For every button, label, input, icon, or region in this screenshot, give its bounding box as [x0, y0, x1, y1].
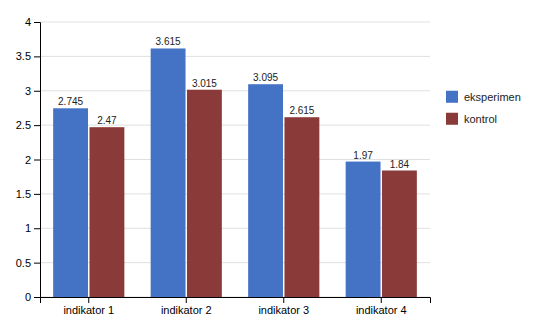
- bar: [248, 84, 283, 297]
- grid-line: [40, 90, 430, 91]
- y-tick-label: 1.5: [16, 188, 31, 200]
- y-tick: 0.5: [16, 257, 40, 269]
- tick-mark: [186, 297, 187, 303]
- x-tick-label: indikator 3: [258, 304, 309, 316]
- tick-mark: [34, 56, 40, 57]
- y-tick: 1.5: [16, 188, 40, 200]
- y-tick-label: 2: [25, 154, 31, 166]
- y-tick: 1: [25, 222, 40, 234]
- y-tick: 0: [25, 291, 40, 303]
- data-label: 3.015: [192, 78, 217, 89]
- tick-mark: [34, 228, 40, 229]
- y-axis: 0 0.5 1 1.5 2 2.5 3 3.5 4: [16, 16, 41, 303]
- y-tick-label: 4: [25, 16, 31, 28]
- x-tick-label: indikator 2: [161, 304, 212, 316]
- tick-mark: [34, 22, 40, 23]
- legend-item: eksperimen: [446, 91, 521, 103]
- legend-item: kontrol: [446, 113, 497, 125]
- y-tick-label: 3.5: [16, 50, 31, 62]
- data-label: 2.745: [58, 96, 83, 107]
- grid-line: [40, 22, 430, 23]
- x-tick: indikator 2: [161, 297, 212, 316]
- grid: [40, 22, 430, 297]
- y-tick: 3: [25, 85, 40, 97]
- tick-mark: [34, 194, 40, 195]
- data-labels: 2.745 3.615 3.095 1.97 2.47 3.015 2.615 1.84: [58, 36, 410, 169]
- x-tick: indikator 3: [258, 297, 309, 316]
- bar: [187, 90, 222, 297]
- y-tick-label: 3: [25, 85, 31, 97]
- tick-mark: [34, 297, 40, 298]
- axis-line: [41, 298, 431, 304]
- data-label: 3.615: [156, 36, 181, 47]
- bars: [53, 48, 417, 297]
- plot: 2.745 3.615 3.095 1.97 2.47 3.015 2.615 1.84 ind…: [16, 16, 431, 316]
- y-tick-label: 0: [25, 291, 31, 303]
- y-tick: 3.5: [16, 50, 40, 62]
- tick-mark: [88, 297, 89, 303]
- y-tick-label: 2.5: [16, 119, 31, 131]
- bar: [89, 127, 124, 297]
- y-tick: 2.5: [16, 119, 40, 131]
- data-label: 3.095: [253, 72, 278, 83]
- y-tick-label: 0.5: [16, 257, 31, 269]
- grid-line: [40, 56, 430, 57]
- legend-swatch: [446, 91, 458, 103]
- y-tick: 2: [25, 154, 40, 166]
- axis-line: [34, 23, 41, 298]
- x-tick: indikator 4: [356, 297, 407, 316]
- legend-swatch: [446, 113, 458, 125]
- tick-mark: [283, 297, 284, 303]
- bar: [151, 48, 186, 297]
- tick-mark: [34, 160, 40, 161]
- tick-mark: [34, 91, 40, 92]
- bar: [53, 108, 88, 297]
- y-tick-label: 1: [25, 222, 31, 234]
- legend-label: kontrol: [464, 113, 497, 125]
- data-label: 1.97: [353, 150, 373, 161]
- tick-mark: [34, 125, 40, 126]
- bar: [284, 117, 319, 297]
- data-label: 2.615: [289, 105, 314, 116]
- chart: 2.745 3.615 3.095 1.97 2.47 3.015 2.615 1.84 ind…: [0, 0, 545, 327]
- x-tick-label: indikator 1: [63, 304, 114, 316]
- x-tick-label: indikator 4: [356, 304, 407, 316]
- bar: [346, 162, 381, 297]
- bar-series: [53, 48, 380, 297]
- data-label: 1.84: [390, 159, 410, 170]
- x-tick: indikator 1: [63, 297, 114, 316]
- legend-label: eksperimen: [464, 91, 521, 103]
- bar-series: [89, 90, 416, 297]
- x-axis: indikator 1 indikator 2 indikator 3 indikat…: [41, 297, 431, 316]
- tick-mark: [381, 297, 382, 303]
- data-label: 2.47: [97, 115, 117, 126]
- y-tick: 4: [25, 16, 40, 28]
- bar: [382, 171, 417, 298]
- tick-mark: [34, 263, 40, 264]
- legend: eksperimen kontrol: [446, 91, 521, 125]
